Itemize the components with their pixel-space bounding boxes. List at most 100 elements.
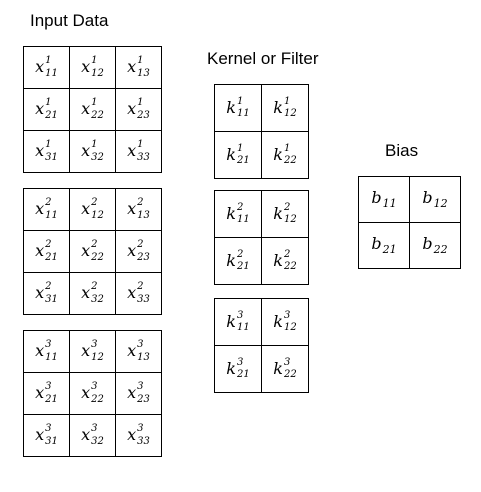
cell-scripts: 2 31 (45, 281, 58, 305)
cell-scripts: 1 21 (45, 97, 58, 121)
cell-symbol: x (127, 241, 137, 260)
cell-symbol: x (35, 241, 45, 260)
matrix-cell: x 2 13 (115, 188, 162, 231)
matrix-row: x 2 21 x 2 22 x 2 23 (23, 230, 162, 273)
cell-subscript: 31 (45, 293, 58, 305)
cell-scripts: 3 11 (45, 339, 58, 363)
cell-symbol: b (422, 188, 433, 207)
cell-subscript: 11 (236, 322, 250, 333)
matrix-row: b21 b22 (358, 222, 461, 269)
cell-symbol: x (35, 283, 45, 302)
cell-scripts: 1 13 (137, 55, 150, 78)
cell-symbol: x (127, 383, 137, 402)
cell-symbol: x (81, 341, 91, 360)
cell-subscript: 22 (91, 251, 104, 263)
cell-superscript: 2 (137, 197, 144, 208)
matrix-cell: x 3 23 (115, 372, 162, 415)
cell-symbol: k (226, 311, 236, 331)
matrix-cell: x 2 12 (69, 188, 116, 231)
cell-symbol: x (81, 199, 91, 218)
cell-symbol: x (35, 57, 45, 76)
cell-symbol: b (422, 234, 433, 253)
matrix-cell: k 2 22 (261, 237, 309, 285)
cell-subscript: 22 (433, 243, 448, 256)
matrix-cell: x 2 23 (115, 230, 162, 273)
cell-superscript: 2 (45, 239, 52, 250)
cell-scripts: 3 32 (91, 423, 104, 447)
cell-symbol: x (81, 383, 91, 402)
cell-scripts: 2 12 (91, 197, 104, 220)
cell-superscript: 3 (236, 356, 244, 368)
cell-subscript: 22 (283, 155, 297, 166)
matrix-cell: x 2 32 (69, 272, 116, 315)
cell-subscript: 11 (45, 351, 58, 363)
cell-superscript: 1 (91, 55, 98, 66)
matrix-cell: b11 (358, 176, 410, 223)
bias-grid: b11 b12 b21 b22 (358, 176, 461, 269)
cell-superscript: 2 (45, 197, 52, 208)
cell-subscript: 22 (283, 369, 297, 380)
cell-superscript: 3 (236, 309, 244, 321)
cell-scripts: 2 11 (237, 202, 250, 225)
cell-subscript: 23 (137, 251, 150, 263)
cell-symbol: k (226, 203, 236, 223)
cell-symbol: x (35, 383, 45, 402)
cell-scripts: 3 31 (45, 423, 58, 447)
cell-superscript: 1 (137, 139, 144, 150)
cell-subscript: 11 (45, 209, 58, 221)
cell-subscript: 32 (91, 151, 104, 163)
cell-symbol: x (127, 57, 137, 76)
matrix-cell: x 3 22 (69, 372, 116, 415)
matrix-row: k 1 11 k 1 12 (214, 84, 309, 132)
cell-superscript: 3 (45, 381, 52, 392)
cell-scripts: 2 33 (137, 281, 150, 304)
cell-subscript: 12 (91, 67, 104, 79)
cell-symbol: x (81, 57, 91, 76)
cell-subscript: 21 (45, 109, 58, 121)
cell-superscript: 2 (283, 248, 291, 260)
matrix-cell: k 1 21 (214, 131, 262, 179)
cell-subscript: 12 (91, 351, 104, 363)
cell-subscript: 11 (236, 108, 250, 119)
cell-superscript: 3 (137, 381, 144, 392)
cell-superscript: 2 (45, 281, 52, 292)
cell-subscript: 12 (283, 214, 297, 225)
cell-superscript: 3 (45, 339, 52, 350)
cell-superscript: 1 (91, 139, 98, 150)
matrix-cell: k 1 22 (261, 131, 309, 179)
cell-symbol: k (226, 250, 236, 270)
cell-scripts: 3 21 (45, 381, 58, 404)
cell-superscript: 1 (283, 142, 291, 154)
cell-subscript: 32 (91, 435, 104, 447)
cell-subscript: 31 (45, 151, 58, 163)
matrix-row: x 1 21 x 1 22 x 1 23 (23, 88, 162, 131)
matrix-cell: x 3 32 (69, 414, 116, 457)
matrix-cell: k 1 12 (261, 84, 309, 132)
cell-superscript: 1 (283, 95, 291, 107)
cell-scripts: 3 22 (91, 381, 104, 404)
cell-symbol: x (35, 425, 45, 444)
cell-superscript: 2 (236, 248, 244, 260)
cell-subscript: 12 (283, 108, 297, 119)
matrix-row: x 2 31 x 2 32 x 2 33 (23, 272, 162, 315)
cell-symbol: x (35, 141, 45, 160)
cell-subscript: 23 (137, 393, 150, 405)
cell-superscript: 1 (137, 97, 144, 108)
cell-scripts: 1 22 (283, 142, 297, 166)
matrix-cell: x 1 31 (23, 130, 70, 173)
cell-subscript: 21 (382, 243, 397, 256)
matrix-cell: b21 (358, 222, 410, 269)
input-data-title: Input Data (30, 11, 109, 30)
cell-symbol: x (35, 341, 45, 360)
cell-scripts: 3 12 (91, 339, 104, 363)
cell-subscript: 31 (45, 435, 58, 447)
matrix-cell: x 2 31 (23, 272, 70, 315)
cell-superscript: 3 (283, 356, 291, 368)
cell-symbol: k (273, 144, 283, 164)
matrix-cell: x 1 11 (23, 46, 70, 89)
cell-subscript: 21 (236, 261, 250, 272)
cell-subscript: 33 (137, 151, 150, 163)
cell-symbol: x (127, 341, 137, 360)
cell-scripts: 2 21 (236, 248, 250, 272)
cell-scripts: 1 23 (137, 97, 150, 120)
